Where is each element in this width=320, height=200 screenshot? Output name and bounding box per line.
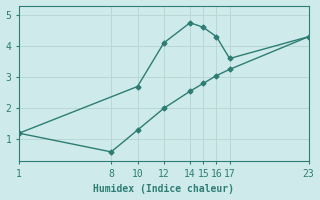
X-axis label: Humidex (Indice chaleur): Humidex (Indice chaleur) <box>93 184 234 194</box>
